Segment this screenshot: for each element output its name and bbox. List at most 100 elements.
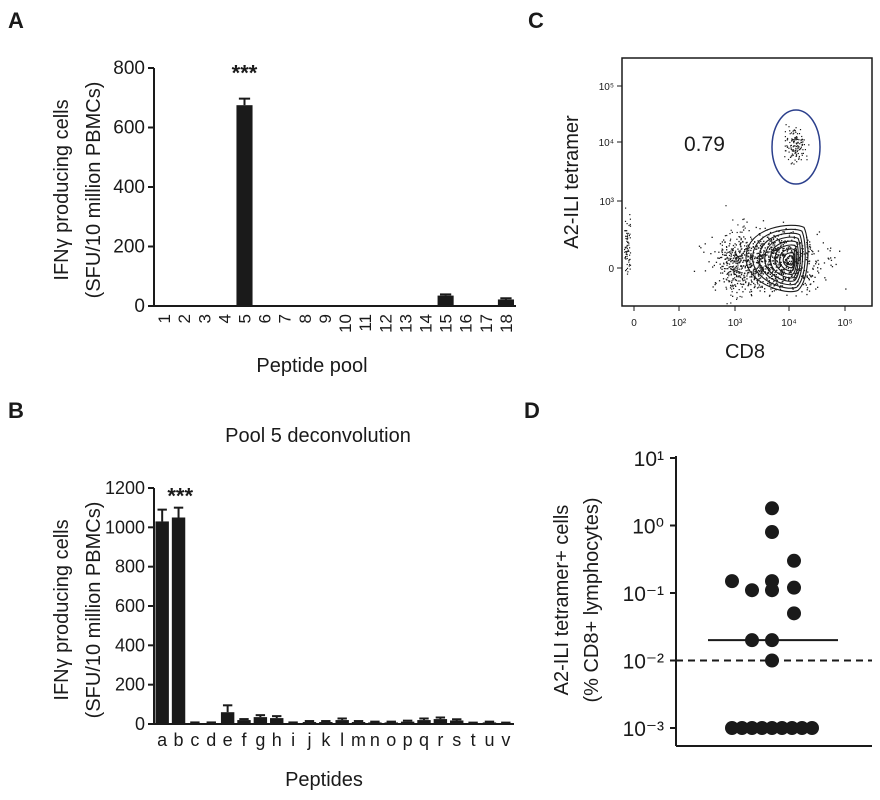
panel-c-event-dot xyxy=(743,265,745,267)
panel-c-event-dot xyxy=(798,258,800,260)
panel-c-event-dot xyxy=(768,258,770,261)
panel-c-event-dot xyxy=(760,258,762,260)
panel-c-event-dot xyxy=(734,243,736,245)
panel-c-event-dot xyxy=(742,226,744,228)
panel-c-event-dot xyxy=(796,133,799,135)
panel-c-event-dot xyxy=(736,271,738,274)
panel-c-event-dot xyxy=(742,260,745,262)
panel-c-event-dot xyxy=(732,295,734,297)
panel-c-event-dot xyxy=(715,261,718,263)
panel-d-data-point xyxy=(787,553,801,568)
panel-c-event-dot xyxy=(752,269,755,271)
panel-c-event-dot xyxy=(803,144,805,146)
panel-a-category-label: 2 xyxy=(175,314,194,323)
panel-b-bar xyxy=(368,722,382,724)
panel-c-event-dot xyxy=(727,251,729,253)
panel-c-event-dot xyxy=(773,290,775,292)
panel-c-event-dot xyxy=(737,280,739,282)
panel-c-event-dot xyxy=(761,260,763,263)
panel-d-ytick-label: 10⁻³ xyxy=(623,718,664,741)
panel-c-event-dot xyxy=(754,256,756,258)
panel-c-event-dot xyxy=(714,283,716,286)
panel-c-event-dot xyxy=(813,281,815,283)
panel-c-event-dot xyxy=(729,287,732,289)
panel-b-ytick-label: 200 xyxy=(115,675,145,695)
panel-c-event-dot xyxy=(764,271,766,273)
panel-d-data-point xyxy=(765,633,779,648)
panel-c-event-dot xyxy=(746,259,749,262)
panel-c-event-dot xyxy=(790,262,792,264)
panel-c-event-dot xyxy=(731,252,733,254)
panel-c-event-dot xyxy=(743,225,745,227)
panel-c-event-dot xyxy=(796,150,798,153)
panel-c-event-dot xyxy=(748,283,750,285)
panel-c-event-dot xyxy=(790,145,792,147)
panel-a-category-label: 11 xyxy=(356,314,375,332)
panel-c-event-dot xyxy=(766,251,768,253)
panel-c-event-dot xyxy=(815,260,817,262)
panel-c-event-dot xyxy=(735,252,737,254)
panel-c-event-dot xyxy=(817,270,819,272)
panel-c-event-dot xyxy=(758,242,760,244)
panel-c-event-dot xyxy=(738,258,741,260)
panel-c-event-dot xyxy=(742,257,744,259)
panel-c-event-dot xyxy=(730,267,732,270)
panel-c-event-dot xyxy=(792,268,794,270)
panel-c-event-dot xyxy=(738,250,740,252)
panel-c-event-dot xyxy=(629,258,631,260)
panel-c-event-dot xyxy=(736,268,738,270)
panel-c-event-dot xyxy=(742,241,744,243)
panel-c-event-dot xyxy=(795,151,797,153)
panel-c-event-dot xyxy=(794,149,796,151)
panel-c-event-dot xyxy=(741,231,743,233)
panel-c-event-dot xyxy=(624,247,626,249)
panel-c-event-dot xyxy=(796,137,798,139)
panel-c-event-dot xyxy=(742,252,744,254)
panel-c-event-dot xyxy=(747,285,749,287)
panel-c-event-dot xyxy=(795,295,797,297)
panel-c-event-dot xyxy=(809,246,811,248)
panel-c-event-dot xyxy=(626,245,628,247)
panel-b-category-label: m xyxy=(351,730,366,750)
panel-c-event-dot xyxy=(766,254,768,256)
panel-c-event-dot xyxy=(779,241,781,243)
panel-a-ytick-label: 800 xyxy=(113,58,145,79)
panel-c-event-dot xyxy=(737,255,739,258)
panel-c-event-dot xyxy=(784,262,786,264)
panel-c-event-dot xyxy=(734,279,736,281)
panel-c-event-dot xyxy=(739,231,741,233)
panel-c-event-dot xyxy=(806,256,808,259)
panel-c-event-dot xyxy=(734,255,736,257)
panel-c-event-dot xyxy=(829,250,831,252)
panel-b-category-label: h xyxy=(272,730,282,750)
panel-c-event-dot xyxy=(735,273,737,275)
panel-c-event-dot xyxy=(740,276,742,279)
panel-c-event-dot xyxy=(731,249,733,251)
panel-c-event-dot xyxy=(738,272,740,274)
panel-c-event-dot xyxy=(718,280,721,282)
panel-c-event-dot xyxy=(777,247,779,249)
panel-c-event-dot xyxy=(735,275,738,278)
panel-c-event-dot xyxy=(731,260,733,262)
panel-c-event-dot xyxy=(797,147,799,149)
panel-c-event-dot xyxy=(796,136,798,138)
panel-c-event-dot xyxy=(625,237,627,240)
panel-c-event-dot xyxy=(744,267,746,269)
panel-c-event-dot xyxy=(768,261,770,263)
panel-c-event-dot xyxy=(786,262,788,264)
panel-c-event-dot xyxy=(747,259,749,261)
panel-c-event-dot xyxy=(741,248,743,250)
panel-c-event-dot xyxy=(827,257,829,259)
panel-c-event-dot xyxy=(776,279,778,282)
panel-c-event-dot xyxy=(809,241,811,243)
panel-c-event-dot xyxy=(795,155,798,157)
panel-c-event-dot xyxy=(739,261,741,263)
panel-c-event-dot xyxy=(727,262,729,265)
panel-c-event-dot xyxy=(753,252,755,254)
panel-c-event-dot xyxy=(791,138,793,140)
panel-c-event-dot xyxy=(830,259,833,261)
panel-c-event-dot xyxy=(750,274,753,276)
panel-c-event-dot xyxy=(744,250,746,252)
panel-c-event-dot xyxy=(749,261,751,263)
panel-c-event-dot xyxy=(750,283,752,286)
